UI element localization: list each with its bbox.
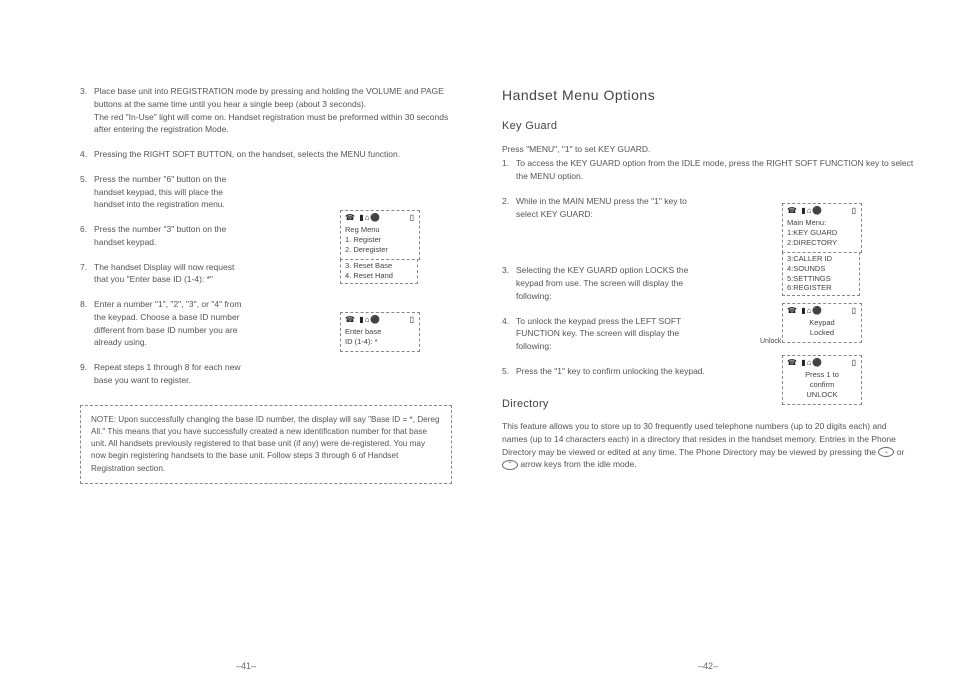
unlock-label: Unlock xyxy=(760,337,781,348)
main-menu-main: Main Menu: 1:KEY GUARD 2:DIRECTORY xyxy=(783,217,861,251)
right-page: Handset Menu Options Key Guard Press "ME… xyxy=(502,85,914,655)
left-page: Place base unit into REGISTRATION mode b… xyxy=(40,85,452,655)
right-step-4: To unlock the keypad press the LEFT SOFT… xyxy=(502,315,706,353)
directory-text-2: arrow keys from the idle mode. xyxy=(520,459,636,469)
or-text: or xyxy=(897,447,905,457)
step-text: To unlock the keypad press the LEFT SOFT… xyxy=(516,316,681,352)
down-arrow-icon: ⌄ xyxy=(878,447,894,457)
enter-base-text: Enter base ID (1-4): * xyxy=(341,326,419,351)
page-number-left: –41– xyxy=(236,660,256,674)
press1-text: Press 1 to confirm UNLOCK xyxy=(783,369,861,403)
display-press1: ☎ ▮⌂⚫▯ Press 1 to confirm UNLOCK xyxy=(782,355,862,405)
step-text: To access the KEY GUARD option from the … xyxy=(516,158,913,181)
left-step-4: Pressing the RIGHT SOFT BUTTON, on the h… xyxy=(80,148,452,161)
left-step-8: Enter a number "1", "2", "3", or "4" fro… xyxy=(80,298,249,349)
keyguard-intro: Press "MENU", "1" to set KEY GUARD. xyxy=(502,143,914,156)
right-step-1: To access the KEY GUARD option from the … xyxy=(502,157,914,183)
left-step-5: Press the number "6" button on the hands… xyxy=(80,173,249,211)
up-arrow-icon: ⌃ xyxy=(502,460,518,470)
left-step-7: The handset Display will now request tha… xyxy=(80,261,249,287)
main-menu-sub: 3:CALLER ID 4:SOUNDS 5:SETTINGS 6:REGIST… xyxy=(782,252,860,296)
heading-key-guard: Key Guard xyxy=(502,118,914,135)
display-enter-base: ☎ ▮⌂⚫▯ Enter base ID (1-4): * xyxy=(340,312,420,352)
right-step-3: Selecting the KEY GUARD option LOCKS the… xyxy=(502,264,706,302)
reg-menu-main: Reg Menu 1. Register 2. Deregister xyxy=(341,224,419,258)
locked-text: Keypad Locked xyxy=(783,317,861,342)
left-step-3: Place base unit into REGISTRATION mode b… xyxy=(80,85,452,136)
step-text: Press the "1" key to confirm unlocking t… xyxy=(516,366,705,376)
reg-menu-sub: 3. Reset Base 4. Reset Hand xyxy=(340,259,418,284)
directory-text: This feature allows you to store up to 3… xyxy=(502,420,914,471)
directory-text-main: This feature allows you to store up to 3… xyxy=(502,421,896,457)
page-number-right: –42– xyxy=(698,660,718,674)
display-icons: ☎ ▮⌂⚫▯ xyxy=(341,211,419,224)
note-box: NOTE: Upon successfully changing the bas… xyxy=(80,405,452,484)
left-step-9: Repeat steps 1 through 8 for each new ba… xyxy=(80,361,249,387)
display-locked: ☎ ▮⌂⚫▯ Keypad Locked xyxy=(782,303,862,343)
step-text: Selecting the KEY GUARD option LOCKS the… xyxy=(516,265,688,301)
display-icons: ☎ ▮⌂⚫▯ xyxy=(341,313,419,326)
display-icons: ☎ ▮⌂⚫▯ xyxy=(783,356,861,369)
display-icons: ☎ ▮⌂⚫▯ xyxy=(783,304,861,317)
display-main-menu: ☎ ▮⌂⚫▯ Main Menu: 1:KEY GUARD 2:DIRECTOR… xyxy=(782,203,862,253)
right-step-2: While in the MAIN MENU press the "1" key… xyxy=(502,195,706,221)
step-text: While in the MAIN MENU press the "1" key… xyxy=(516,196,687,219)
display-icons: ☎ ▮⌂⚫▯ xyxy=(783,204,861,217)
display-reg-menu: ☎ ▮⌂⚫▯ Reg Menu 1. Register 2. Deregiste… xyxy=(340,210,420,260)
heading-handset-menu: Handset Menu Options xyxy=(502,85,914,106)
left-step-6: Press the number "3" button on the hands… xyxy=(80,223,249,249)
